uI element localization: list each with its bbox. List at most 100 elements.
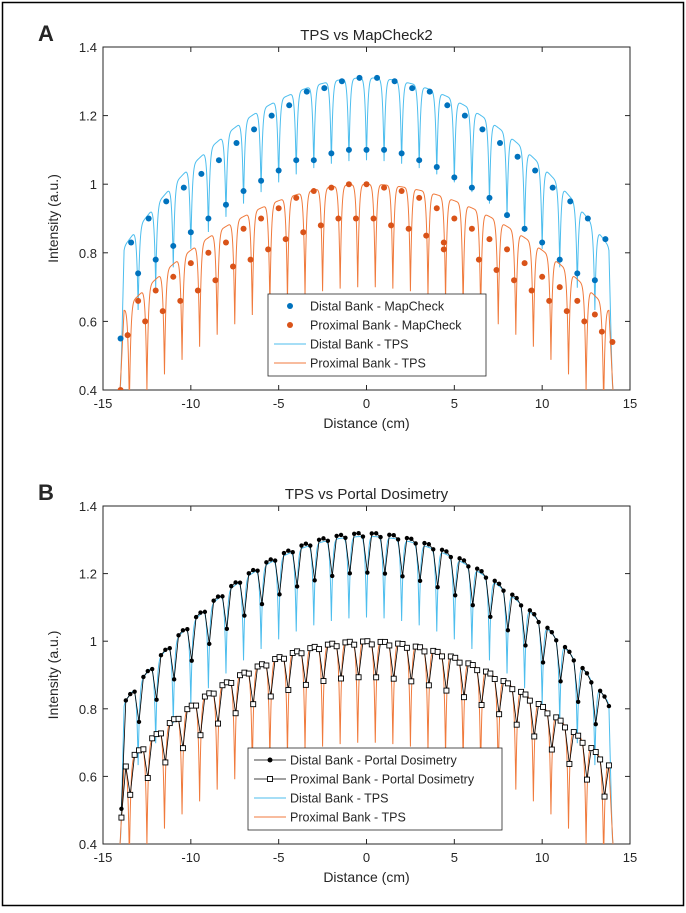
data-point xyxy=(566,760,573,767)
data-point xyxy=(118,814,125,821)
data-point xyxy=(581,318,588,325)
data-point xyxy=(355,674,362,681)
data-point xyxy=(310,188,317,195)
data-point xyxy=(488,614,493,620)
data-point xyxy=(365,570,370,575)
data-point xyxy=(229,263,236,270)
y-tick-label: 1 xyxy=(90,177,97,192)
data-point xyxy=(281,550,287,556)
legend-label: Distal Bank - MapCheck xyxy=(310,300,445,314)
data-point xyxy=(290,550,295,555)
data-point xyxy=(443,687,450,694)
data-point xyxy=(588,745,595,752)
data-point xyxy=(149,735,156,742)
data-point xyxy=(312,578,317,583)
data-point xyxy=(496,581,502,586)
data-point xyxy=(117,335,124,342)
data-point xyxy=(272,558,278,563)
data-point xyxy=(179,745,186,752)
data-point xyxy=(202,609,208,615)
y-tick-label: 0.8 xyxy=(79,246,97,261)
data-point xyxy=(352,215,359,222)
data-point xyxy=(300,229,307,236)
data-point xyxy=(545,625,550,631)
data-point xyxy=(400,574,405,579)
data-point xyxy=(247,256,254,263)
data-point xyxy=(391,78,398,85)
data-point xyxy=(562,644,568,650)
data-point xyxy=(601,793,608,800)
data-point xyxy=(175,715,182,722)
data-point xyxy=(381,146,388,153)
data-point xyxy=(237,580,243,585)
data-point xyxy=(439,547,445,553)
data-point xyxy=(405,225,412,232)
data-point xyxy=(302,681,309,688)
data-point xyxy=(598,328,605,335)
data-point xyxy=(381,638,388,645)
data-point xyxy=(298,650,305,657)
data-point xyxy=(220,594,225,599)
data-point xyxy=(605,762,612,769)
data-point xyxy=(461,558,467,563)
data-point xyxy=(579,739,586,746)
data-point xyxy=(521,225,528,232)
data-point xyxy=(251,126,258,133)
data-point xyxy=(440,246,447,253)
data-point xyxy=(303,88,310,95)
data-point xyxy=(574,270,581,277)
data-point xyxy=(128,691,133,697)
data-point xyxy=(571,658,576,663)
legend-box xyxy=(247,747,503,831)
data-point xyxy=(338,675,344,682)
data-point xyxy=(593,721,598,727)
data-point xyxy=(333,643,340,650)
data-point xyxy=(356,531,361,536)
y-tick-label: 1.4 xyxy=(79,499,97,514)
legend-swatch-marker xyxy=(267,757,273,763)
plot-area xyxy=(118,531,614,844)
data-point xyxy=(330,573,335,579)
data-point xyxy=(468,184,475,191)
data-point xyxy=(426,542,432,547)
x-axis-label: Distance (cm) xyxy=(323,415,409,431)
data-point xyxy=(556,284,563,291)
panel-label: B xyxy=(38,480,54,505)
data-point xyxy=(176,633,181,638)
data-point xyxy=(373,531,379,536)
data-point xyxy=(215,157,222,164)
data-point xyxy=(468,225,475,232)
data-point xyxy=(556,256,563,263)
data-point xyxy=(417,644,424,651)
data-point xyxy=(152,287,159,294)
data-point xyxy=(268,112,275,119)
data-point xyxy=(527,608,533,613)
data-point xyxy=(205,215,212,222)
data-point xyxy=(345,146,352,153)
chart-panel-b: B TPS vs Portal Dosimetry -15 -10 -5 0 5 10 15 0.… xyxy=(38,480,637,885)
data-point xyxy=(177,297,184,304)
data-point xyxy=(444,102,451,109)
data-point xyxy=(544,710,551,717)
legend: Distal Bank - Portal Dosimetry Proximal B… xyxy=(247,747,503,831)
data-point xyxy=(539,239,546,246)
data-point xyxy=(453,593,458,598)
data-point xyxy=(521,260,528,267)
data-point xyxy=(374,74,381,81)
data-point xyxy=(548,746,555,753)
data-point xyxy=(435,584,440,590)
data-point xyxy=(388,222,395,229)
data-point xyxy=(170,242,177,249)
data-point xyxy=(207,641,212,647)
legend-label: Distal Bank - Portal Dosimetry xyxy=(290,754,457,768)
data-point xyxy=(518,603,524,608)
data-point xyxy=(501,588,506,593)
data-point xyxy=(310,157,317,164)
data-point xyxy=(386,642,393,649)
x-tick-label: 5 xyxy=(451,396,458,411)
data-point xyxy=(166,720,173,727)
data-point xyxy=(602,236,609,243)
data-point xyxy=(549,184,556,191)
y-axis-label: Intensity (a.u.) xyxy=(45,631,61,720)
data-point xyxy=(123,698,129,703)
